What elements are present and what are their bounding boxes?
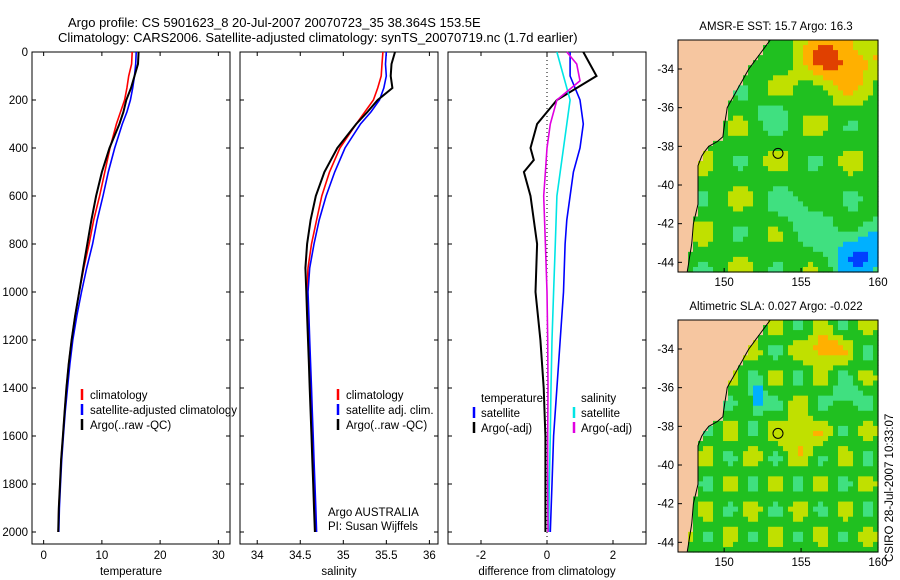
sla-map-ytick-label: -40 [657,460,674,472]
sst-map-frame [677,39,879,273]
sst-map-xtick-label: 160 [868,277,887,289]
salinity-xlabel: salinity [321,566,356,578]
temperature-panel: 0 10 20 30 0 200 400 600 800 1000 1200 1400 1600 1800… [2,47,237,578]
difference-legend-label: Argo(-adj) [581,423,632,435]
sst-map-panel: AMSR-E SST: 15.7 Argo: 16.3 150 155 160 -34 -… [657,21,887,289]
temperature-ytick-label: 1000 [2,287,28,299]
salinity-annotation: Argo AUSTRALIA [328,507,419,519]
temperature-ytick-label: 0 [22,47,28,59]
figure-title-line-2: Climatology: CARS2006. Satellite-adjuste… [58,30,578,45]
figure-title-line-1: Argo profile: CS 5901623_8 20-Jul-2007 2… [68,15,481,30]
sla-map-xtick-label: 155 [791,557,810,569]
difference-xtick-label: -2 [476,550,486,562]
temperature-series-argo-raw-qc- [57,51,140,533]
sla-map-ytick-label: -38 [657,421,674,433]
temperature-legend-label: satellite-adjusted climatology [90,405,237,417]
difference-legend-label: satellite [581,408,620,420]
salinity-xtick-label: 34.5 [289,550,311,562]
sst-map-coastline [686,39,771,273]
temperature-ytick-label: 800 [9,239,28,251]
salinity-xtick-label: 35 [337,550,350,562]
salinity-xtick-label: 35.5 [375,550,397,562]
sla-map-ytick-label: -42 [657,499,674,511]
difference-legend-header-temperature: temperature [481,393,543,405]
salinity-legend-label: satellite adj. clim. [346,405,434,417]
sst-map-ytick-label: -44 [657,257,674,269]
temperature-xtick-label: 30 [212,550,225,562]
sla-map-ytick-label: -44 [657,537,674,549]
salinity-series-argo-raw-qc- [304,51,396,533]
sst-map-title: AMSR-E SST: 15.7 Argo: 16.3 [699,21,852,33]
salinity-panel: 34 34.5 35 35.5 36 salinity climatology satelli… [239,51,439,578]
temperature-ytick-label: 1200 [2,335,28,347]
temperature-axes-box [31,51,231,545]
temperature-ytick-label: 200 [9,95,28,107]
difference-legend-header-salinity: salinity [581,393,616,405]
sst-map-ytick-label: -38 [657,141,674,153]
sla-map-xtick-label: 150 [715,557,734,569]
sst-map-argo-marker [772,147,784,159]
temperature-ytick-label: 1400 [2,383,28,395]
salinity-axes-box [239,51,439,545]
temperature-ytick-label: 1800 [2,479,28,491]
difference-xtick-label: 0 [544,550,550,562]
difference-legend-label: Argo(-adj) [481,423,532,435]
sla-map-coastline [686,319,771,553]
sla-map-panel: Altimetric SLA: 0.027 Argo: -0.022 150 155… [657,301,887,569]
salinity-xtick-label: 36 [423,550,436,562]
temperature-ytick-label: 600 [9,191,28,203]
temperature-xtick-label: 10 [95,550,108,562]
sst-map-xtick-label: 155 [791,277,810,289]
sla-map-xtick-label: 160 [868,557,887,569]
temperature-legend-label: climatology [90,390,148,402]
sst-map-field [678,40,879,273]
temperature-xtick-label: 20 [154,550,167,562]
salinity-legend-label: climatology [346,390,404,402]
temperature-legend-label: Argo(..raw -QC) [90,420,171,432]
difference-series-temperature-satellite [549,52,585,533]
temperature-ytick-label: 1600 [2,431,28,443]
sla-map-frame [677,319,879,553]
temperature-ytick-label: 400 [9,143,28,155]
difference-legend-label: satellite [481,408,520,420]
temperature-xtick-label: 0 [40,550,46,562]
side-timestamp-label: CSIRO 28-Jul-2007 10:33:07 [884,414,896,562]
sla-map-argo-marker [772,427,784,439]
difference-panel: -2 0 2 difference from climatology temperatu… [447,51,647,578]
sst-map-xtick-label: 150 [715,277,734,289]
sla-map-field [678,320,879,553]
sst-map-ytick-label: -34 [657,64,674,76]
salinity-annotation: PI: Susan Wijffels [328,521,418,533]
sla-map-ytick-label: -36 [657,383,674,395]
temperature-ytick-label: 2000 [2,527,28,539]
difference-xtick-label: 2 [610,550,616,562]
difference-xlabel: difference from climatology [478,566,615,578]
sla-map-ytick-label: -34 [657,344,674,356]
sst-map-ytick-label: -36 [657,103,674,115]
salinity-legend-label: Argo(..raw -QC) [346,420,427,432]
difference-series-temperature-argo-adj- [522,51,598,532]
salinity-xtick-label: 34 [251,550,264,562]
difference-series-salinity-argo-adj- [542,51,581,533]
sst-map-ytick-label: -42 [657,219,674,231]
temperature-xlabel: temperature [100,566,162,578]
sst-map-ytick-label: -40 [657,180,674,192]
sla-map-title: Altimetric SLA: 0.027 Argo: -0.022 [689,301,862,313]
difference-series-salinity-satellite [547,51,571,533]
